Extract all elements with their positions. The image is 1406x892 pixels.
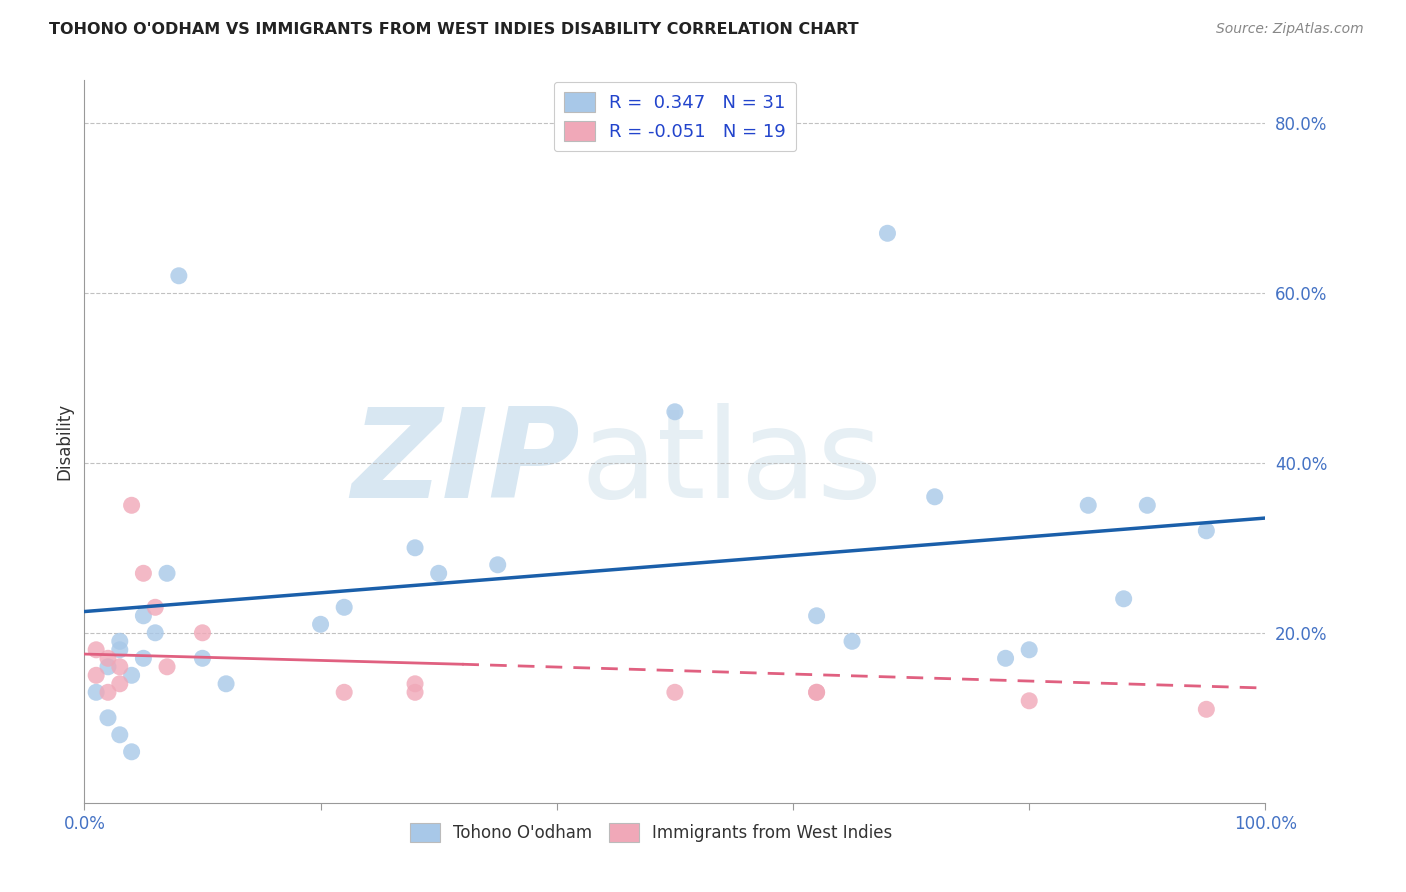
Point — [1077, 498, 1099, 512]
Point — [333, 600, 356, 615]
Point — [143, 600, 166, 615]
Text: atlas: atlas — [581, 402, 883, 524]
Point — [108, 642, 131, 657]
Point — [404, 677, 426, 691]
Point — [876, 227, 898, 241]
Text: TOHONO O'ODHAM VS IMMIGRANTS FROM WEST INDIES DISABILITY CORRELATION CHART: TOHONO O'ODHAM VS IMMIGRANTS FROM WEST I… — [49, 22, 859, 37]
Point — [132, 566, 155, 581]
Point — [1136, 498, 1159, 512]
Point — [156, 566, 179, 581]
Point — [97, 651, 120, 665]
Point — [841, 634, 863, 648]
Point — [664, 405, 686, 419]
Point — [97, 660, 120, 674]
Legend: Tohono O'odham, Immigrants from West Indies: Tohono O'odham, Immigrants from West Ind… — [404, 816, 900, 848]
Point — [132, 651, 155, 665]
Point — [121, 745, 143, 759]
Point — [191, 651, 214, 665]
Point — [143, 625, 166, 640]
Point — [806, 685, 828, 699]
Point — [121, 498, 143, 512]
Point — [427, 566, 450, 581]
Point — [108, 728, 131, 742]
Point — [121, 668, 143, 682]
Point — [108, 660, 131, 674]
Text: Source: ZipAtlas.com: Source: ZipAtlas.com — [1216, 22, 1364, 37]
Point — [664, 685, 686, 699]
Point — [994, 651, 1017, 665]
Point — [404, 541, 426, 555]
Point — [191, 625, 214, 640]
Point — [1018, 694, 1040, 708]
Y-axis label: Disability: Disability — [55, 403, 73, 480]
Point — [806, 608, 828, 623]
Point — [333, 685, 356, 699]
Point — [156, 660, 179, 674]
Point — [1195, 702, 1218, 716]
Point — [132, 608, 155, 623]
Point — [97, 685, 120, 699]
Point — [84, 685, 107, 699]
Text: ZIP: ZIP — [352, 402, 581, 524]
Point — [84, 668, 107, 682]
Point — [215, 677, 238, 691]
Point — [1018, 642, 1040, 657]
Point — [924, 490, 946, 504]
Point — [97, 711, 120, 725]
Point — [806, 685, 828, 699]
Point — [108, 634, 131, 648]
Point — [84, 642, 107, 657]
Point — [486, 558, 509, 572]
Point — [1112, 591, 1135, 606]
Point — [404, 685, 426, 699]
Point — [1195, 524, 1218, 538]
Point — [108, 677, 131, 691]
Point — [309, 617, 332, 632]
Point — [167, 268, 190, 283]
